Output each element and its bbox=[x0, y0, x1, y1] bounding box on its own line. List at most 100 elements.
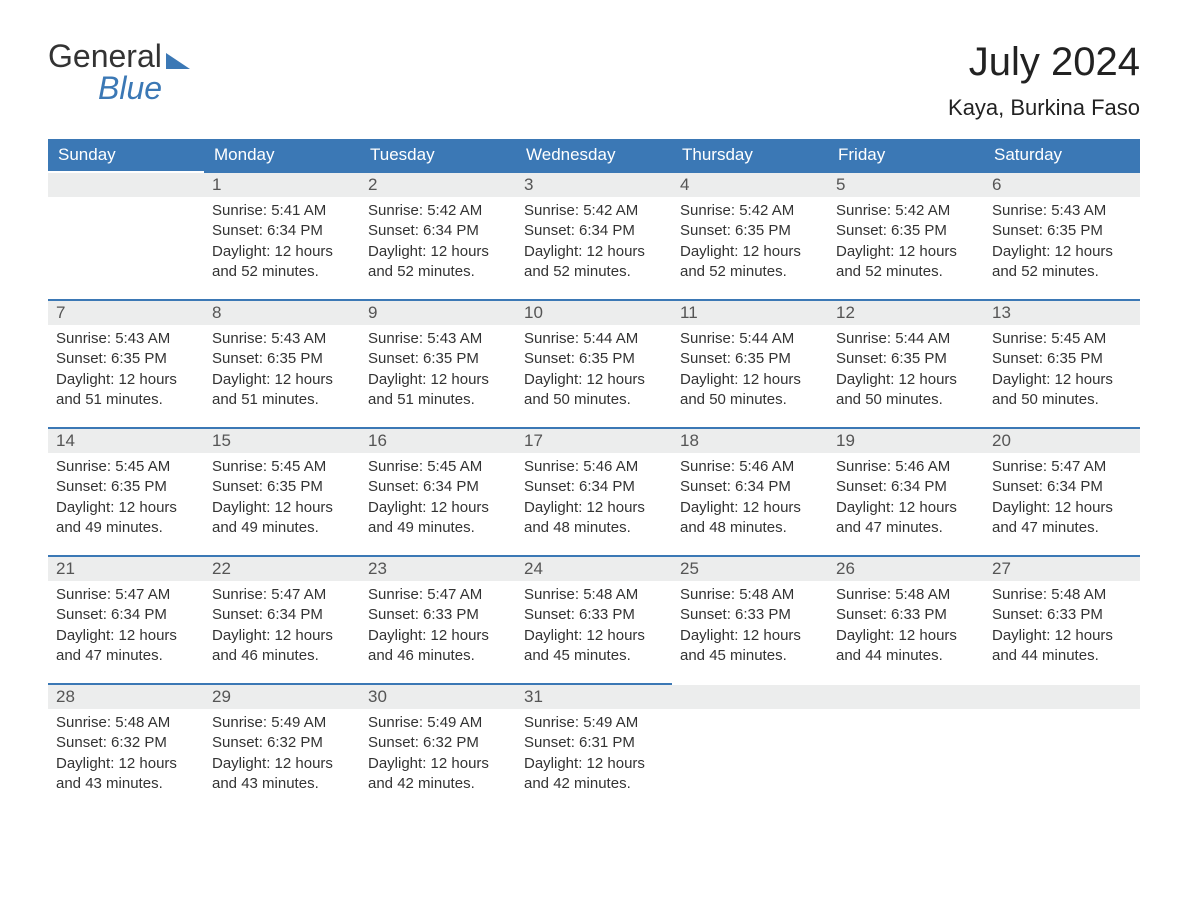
daylight: Daylight: 12 hours and 43 minutes. bbox=[212, 754, 352, 795]
day-number: 7 bbox=[48, 301, 204, 325]
calendar-cell bbox=[984, 683, 1140, 811]
sunrise: Sunrise: 5:42 AM bbox=[680, 201, 820, 221]
calendar-cell: 21Sunrise: 5:47 AMSunset: 6:34 PMDayligh… bbox=[48, 555, 204, 683]
calendar-week: 28Sunrise: 5:48 AMSunset: 6:32 PMDayligh… bbox=[48, 683, 1140, 811]
day-number: 3 bbox=[516, 173, 672, 197]
calendar-body: 1Sunrise: 5:41 AMSunset: 6:34 PMDaylight… bbox=[48, 171, 1140, 811]
sunrise: Sunrise: 5:48 AM bbox=[680, 585, 820, 605]
daylight: Daylight: 12 hours and 46 minutes. bbox=[368, 626, 508, 667]
sunrise: Sunrise: 5:42 AM bbox=[368, 201, 508, 221]
calendar-cell: 15Sunrise: 5:45 AMSunset: 6:35 PMDayligh… bbox=[204, 427, 360, 555]
sunrise: Sunrise: 5:47 AM bbox=[992, 457, 1132, 477]
sunrise: Sunrise: 5:48 AM bbox=[524, 585, 664, 605]
sunrise: Sunrise: 5:42 AM bbox=[524, 201, 664, 221]
daylight: Daylight: 12 hours and 47 minutes. bbox=[836, 498, 976, 539]
day-header-row: SundayMondayTuesdayWednesdayThursdayFrid… bbox=[48, 139, 1140, 171]
sunrise: Sunrise: 5:48 AM bbox=[992, 585, 1132, 605]
daylight: Daylight: 12 hours and 42 minutes. bbox=[524, 754, 664, 795]
calendar-cell: 24Sunrise: 5:48 AMSunset: 6:33 PMDayligh… bbox=[516, 555, 672, 683]
day-number: 26 bbox=[828, 557, 984, 581]
sunrise: Sunrise: 5:45 AM bbox=[56, 457, 196, 477]
day-number: 25 bbox=[672, 557, 828, 581]
day-body: Sunrise: 5:46 AMSunset: 6:34 PMDaylight:… bbox=[516, 453, 672, 548]
sunrise: Sunrise: 5:43 AM bbox=[56, 329, 196, 349]
calendar-cell: 23Sunrise: 5:47 AMSunset: 6:33 PMDayligh… bbox=[360, 555, 516, 683]
day-body: Sunrise: 5:42 AMSunset: 6:34 PMDaylight:… bbox=[516, 197, 672, 292]
calendar-cell: 18Sunrise: 5:46 AMSunset: 6:34 PMDayligh… bbox=[672, 427, 828, 555]
daylight: Daylight: 12 hours and 49 minutes. bbox=[368, 498, 508, 539]
sunrise: Sunrise: 5:46 AM bbox=[836, 457, 976, 477]
day-number: 21 bbox=[48, 557, 204, 581]
day-body: Sunrise: 5:42 AMSunset: 6:35 PMDaylight:… bbox=[672, 197, 828, 292]
sunset: Sunset: 6:33 PM bbox=[680, 605, 820, 625]
daylight: Daylight: 12 hours and 52 minutes. bbox=[368, 242, 508, 283]
sunrise: Sunrise: 5:44 AM bbox=[836, 329, 976, 349]
day-body: Sunrise: 5:47 AMSunset: 6:34 PMDaylight:… bbox=[984, 453, 1140, 548]
calendar-cell: 25Sunrise: 5:48 AMSunset: 6:33 PMDayligh… bbox=[672, 555, 828, 683]
day-body: Sunrise: 5:43 AMSunset: 6:35 PMDaylight:… bbox=[48, 325, 204, 420]
day-body: Sunrise: 5:46 AMSunset: 6:34 PMDaylight:… bbox=[672, 453, 828, 548]
day-body: Sunrise: 5:45 AMSunset: 6:35 PMDaylight:… bbox=[204, 453, 360, 548]
day-number: 16 bbox=[360, 429, 516, 453]
day-header: Wednesday bbox=[516, 139, 672, 171]
daylight: Daylight: 12 hours and 51 minutes. bbox=[56, 370, 196, 411]
calendar-cell: 30Sunrise: 5:49 AMSunset: 6:32 PMDayligh… bbox=[360, 683, 516, 811]
day-number: 1 bbox=[204, 173, 360, 197]
daylight: Daylight: 12 hours and 52 minutes. bbox=[524, 242, 664, 283]
day-number: 24 bbox=[516, 557, 672, 581]
day-number: 11 bbox=[672, 301, 828, 325]
day-header: Thursday bbox=[672, 139, 828, 171]
sunset: Sunset: 6:35 PM bbox=[992, 349, 1132, 369]
day-body: Sunrise: 5:48 AMSunset: 6:33 PMDaylight:… bbox=[516, 581, 672, 676]
header: General Blue July 2024 Kaya, Burkina Fas… bbox=[48, 40, 1140, 121]
sunset: Sunset: 6:34 PM bbox=[524, 477, 664, 497]
calendar-cell: 17Sunrise: 5:46 AMSunset: 6:34 PMDayligh… bbox=[516, 427, 672, 555]
day-number: 2 bbox=[360, 173, 516, 197]
logo-word2: Blue bbox=[48, 72, 190, 104]
day-body: Sunrise: 5:49 AMSunset: 6:32 PMDaylight:… bbox=[360, 709, 516, 804]
sunrise: Sunrise: 5:49 AM bbox=[212, 713, 352, 733]
day-body: Sunrise: 5:46 AMSunset: 6:34 PMDaylight:… bbox=[828, 453, 984, 548]
day-body: Sunrise: 5:44 AMSunset: 6:35 PMDaylight:… bbox=[828, 325, 984, 420]
daylight: Daylight: 12 hours and 50 minutes. bbox=[836, 370, 976, 411]
daylight: Daylight: 12 hours and 42 minutes. bbox=[368, 754, 508, 795]
sunset: Sunset: 6:35 PM bbox=[524, 349, 664, 369]
calendar-cell: 7Sunrise: 5:43 AMSunset: 6:35 PMDaylight… bbox=[48, 299, 204, 427]
sunset: Sunset: 6:34 PM bbox=[680, 477, 820, 497]
day-number: 18 bbox=[672, 429, 828, 453]
day-body: Sunrise: 5:47 AMSunset: 6:33 PMDaylight:… bbox=[360, 581, 516, 676]
calendar-cell bbox=[672, 683, 828, 811]
day-header: Tuesday bbox=[360, 139, 516, 171]
day-header: Friday bbox=[828, 139, 984, 171]
calendar-cell: 20Sunrise: 5:47 AMSunset: 6:34 PMDayligh… bbox=[984, 427, 1140, 555]
calendar-cell: 27Sunrise: 5:48 AMSunset: 6:33 PMDayligh… bbox=[984, 555, 1140, 683]
sunset: Sunset: 6:33 PM bbox=[368, 605, 508, 625]
daylight: Daylight: 12 hours and 49 minutes. bbox=[212, 498, 352, 539]
day-body: Sunrise: 5:42 AMSunset: 6:34 PMDaylight:… bbox=[360, 197, 516, 292]
sunset: Sunset: 6:35 PM bbox=[368, 349, 508, 369]
daylight: Daylight: 12 hours and 43 minutes. bbox=[56, 754, 196, 795]
sunset: Sunset: 6:32 PM bbox=[368, 733, 508, 753]
sunset: Sunset: 6:33 PM bbox=[836, 605, 976, 625]
daylight: Daylight: 12 hours and 51 minutes. bbox=[212, 370, 352, 411]
sunrise: Sunrise: 5:43 AM bbox=[992, 201, 1132, 221]
daylight: Daylight: 12 hours and 52 minutes. bbox=[836, 242, 976, 283]
daylight: Daylight: 12 hours and 50 minutes. bbox=[680, 370, 820, 411]
day-header: Saturday bbox=[984, 139, 1140, 171]
day-number: 9 bbox=[360, 301, 516, 325]
day-body: Sunrise: 5:45 AMSunset: 6:34 PMDaylight:… bbox=[360, 453, 516, 548]
calendar-cell: 3Sunrise: 5:42 AMSunset: 6:34 PMDaylight… bbox=[516, 171, 672, 299]
day-header: Monday bbox=[204, 139, 360, 171]
logo-word1: General bbox=[48, 40, 162, 72]
day-body: Sunrise: 5:43 AMSunset: 6:35 PMDaylight:… bbox=[360, 325, 516, 420]
sunrise: Sunrise: 5:49 AM bbox=[524, 713, 664, 733]
calendar-cell bbox=[48, 171, 204, 299]
day-body: Sunrise: 5:44 AMSunset: 6:35 PMDaylight:… bbox=[672, 325, 828, 420]
day-body: Sunrise: 5:48 AMSunset: 6:33 PMDaylight:… bbox=[828, 581, 984, 676]
calendar-cell: 22Sunrise: 5:47 AMSunset: 6:34 PMDayligh… bbox=[204, 555, 360, 683]
calendar-cell: 16Sunrise: 5:45 AMSunset: 6:34 PMDayligh… bbox=[360, 427, 516, 555]
sunset: Sunset: 6:35 PM bbox=[680, 349, 820, 369]
daylight: Daylight: 12 hours and 44 minutes. bbox=[992, 626, 1132, 667]
day-number: 15 bbox=[204, 429, 360, 453]
sunrise: Sunrise: 5:43 AM bbox=[368, 329, 508, 349]
